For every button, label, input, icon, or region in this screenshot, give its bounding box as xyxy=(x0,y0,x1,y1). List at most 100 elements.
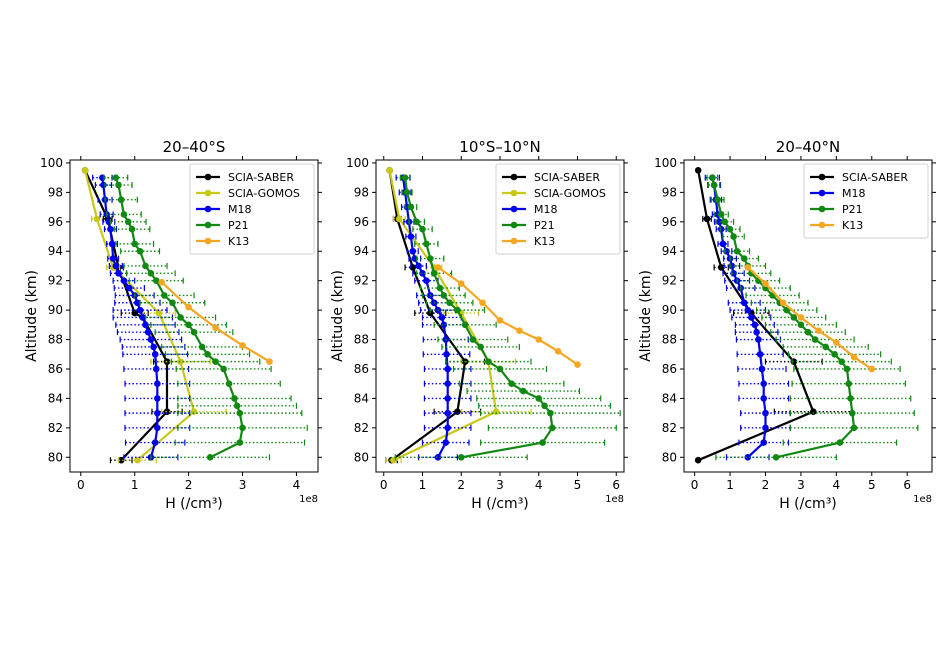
y-tick-label: 86 xyxy=(662,362,677,376)
data-point xyxy=(442,439,450,446)
x-offset-multiplier: 1e8 xyxy=(605,494,624,505)
data-point xyxy=(117,456,125,464)
data-point xyxy=(115,270,122,277)
x-tick-label: 0 xyxy=(691,478,699,492)
legend-marker xyxy=(204,205,212,213)
data-point xyxy=(423,240,430,248)
y-tick-label: 82 xyxy=(48,421,63,435)
data-point xyxy=(755,336,762,343)
data-point xyxy=(760,380,768,387)
series-p21 xyxy=(103,174,308,461)
legend-entry: M18 xyxy=(534,203,558,216)
y-tick-label: 92 xyxy=(662,274,677,288)
legend-marker xyxy=(510,189,518,197)
data-point xyxy=(574,361,581,368)
data-point xyxy=(185,303,192,311)
data-point xyxy=(443,350,450,358)
y-axis-label: Altitude (km) xyxy=(638,270,654,362)
y-tick-label: 94 xyxy=(48,244,63,258)
data-point xyxy=(762,424,769,432)
data-point xyxy=(822,343,830,351)
data-point xyxy=(177,358,184,365)
y-tick-label: 88 xyxy=(354,333,369,347)
plot-area xyxy=(385,167,621,464)
x-tick-label: 1 xyxy=(131,478,139,492)
data-point xyxy=(120,277,128,284)
chart-title: 10°S–10°N xyxy=(459,138,540,156)
data-point xyxy=(163,408,171,415)
data-point xyxy=(236,439,244,446)
legend-box xyxy=(189,163,315,255)
data-point xyxy=(81,167,89,174)
data-point xyxy=(496,317,504,324)
data-point xyxy=(154,380,161,387)
data-point xyxy=(454,408,461,415)
data-point xyxy=(804,328,812,336)
legend-marker xyxy=(204,237,212,245)
data-point xyxy=(733,247,741,255)
data-point xyxy=(177,314,184,321)
data-point xyxy=(836,439,844,446)
data-point xyxy=(151,439,159,446)
data-point xyxy=(134,299,141,307)
y-tick-label: 90 xyxy=(354,303,369,317)
data-point xyxy=(169,299,176,307)
data-point xyxy=(721,218,729,226)
data-point xyxy=(811,336,819,343)
legend-entry: M18 xyxy=(228,203,252,216)
data-point xyxy=(756,350,764,358)
series-line xyxy=(388,170,467,462)
series-p21 xyxy=(394,174,621,461)
data-point xyxy=(126,284,133,292)
data-point xyxy=(158,278,165,286)
data-point xyxy=(541,402,548,410)
data-point xyxy=(477,343,484,351)
legend-box xyxy=(495,163,621,255)
legend-entry: SCIA-GOMOS xyxy=(534,187,606,200)
data-point xyxy=(717,211,725,218)
data-point xyxy=(740,299,748,307)
data-point xyxy=(107,225,114,233)
data-point xyxy=(845,380,853,387)
data-point xyxy=(109,255,117,262)
x-tick-label: 2 xyxy=(762,478,770,492)
y-tick-label: 84 xyxy=(48,391,63,405)
data-point xyxy=(790,314,798,321)
data-point xyxy=(838,358,845,365)
data-point xyxy=(212,324,219,332)
x-tick-label: 0 xyxy=(380,478,388,492)
data-point xyxy=(703,215,711,223)
data-point xyxy=(485,358,492,365)
plot-frame xyxy=(683,159,933,473)
data-point xyxy=(128,225,136,233)
x-tick-label: 5 xyxy=(868,478,876,492)
series-scia-gomos xyxy=(385,167,532,464)
data-point xyxy=(496,365,504,373)
data-point xyxy=(426,255,434,262)
data-point xyxy=(710,181,718,189)
y-tick-label: 86 xyxy=(48,362,63,376)
y-tick-label: 98 xyxy=(662,185,677,199)
data-point xyxy=(93,215,101,223)
data-point xyxy=(233,402,241,410)
legend-entry: SCIA-SABER xyxy=(228,171,294,184)
data-point xyxy=(762,280,769,287)
data-point xyxy=(185,321,192,329)
data-point xyxy=(112,174,120,181)
x-offset-multiplier: 1e8 xyxy=(299,494,318,505)
chart-panel-1: 10°S–10°N 0 1 2 3 4 5 6 80 82 84 86 88 90 92 94 96 98 100 H… xyxy=(330,138,628,512)
series-line xyxy=(747,266,873,370)
data-point xyxy=(843,365,851,373)
y-tick-label: 80 xyxy=(48,450,63,464)
data-point xyxy=(850,424,858,432)
series-scia-saber xyxy=(385,167,486,464)
data-point xyxy=(762,409,769,417)
x-tick-label: 6 xyxy=(612,478,620,492)
data-point xyxy=(155,309,163,317)
x-tick-label: 1 xyxy=(419,478,427,492)
data-point xyxy=(748,314,755,321)
legend-marker xyxy=(204,189,212,197)
y-tick-label: 100 xyxy=(654,156,677,170)
y-tick-label: 98 xyxy=(48,185,63,199)
